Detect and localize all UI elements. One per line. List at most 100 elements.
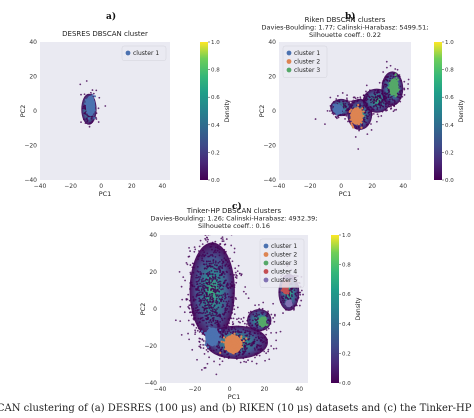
density-point bbox=[391, 98, 393, 100]
density-point bbox=[230, 244, 233, 247]
density-point bbox=[228, 355, 230, 358]
density-point bbox=[247, 359, 249, 362]
density-point bbox=[275, 347, 278, 350]
density-point bbox=[223, 252, 226, 255]
density-point bbox=[256, 314, 259, 317]
cluster-point bbox=[395, 93, 398, 97]
density-point bbox=[224, 332, 227, 335]
density-point bbox=[261, 348, 264, 351]
density-point bbox=[232, 301, 234, 304]
density-point bbox=[204, 312, 207, 314]
density-point bbox=[245, 347, 248, 350]
density-point bbox=[205, 349, 208, 351]
density-point bbox=[226, 332, 229, 335]
density-point bbox=[365, 109, 368, 111]
density-point bbox=[198, 340, 201, 343]
density-point bbox=[258, 313, 260, 316]
density-point bbox=[393, 104, 395, 107]
density-point bbox=[275, 339, 278, 342]
density-point bbox=[200, 272, 203, 275]
cluster-point bbox=[235, 338, 238, 341]
density-point bbox=[298, 304, 301, 307]
y-axis-label: PC2 bbox=[19, 105, 27, 118]
density-point bbox=[227, 328, 230, 331]
colorbar-tick-label: 0.2 bbox=[342, 351, 351, 357]
cluster-point bbox=[217, 334, 220, 337]
colorbar-tick-label: 0.6 bbox=[342, 292, 351, 298]
cluster-point bbox=[283, 289, 287, 292]
density-point bbox=[368, 96, 371, 99]
cluster-point bbox=[349, 118, 352, 121]
density-point bbox=[216, 232, 218, 234]
density-point bbox=[373, 99, 375, 102]
density-point bbox=[250, 327, 253, 330]
density-point bbox=[244, 286, 247, 288]
density-point bbox=[205, 278, 207, 281]
density-point bbox=[211, 301, 214, 304]
cluster-point bbox=[227, 345, 231, 349]
density-point bbox=[348, 120, 351, 123]
density-point bbox=[207, 302, 210, 304]
density-point bbox=[377, 89, 380, 91]
density-point bbox=[215, 299, 218, 302]
density-point bbox=[376, 113, 379, 116]
density-point bbox=[366, 104, 369, 106]
density-point bbox=[294, 292, 297, 295]
density-point bbox=[266, 313, 268, 316]
density-point bbox=[221, 303, 224, 306]
density-point bbox=[227, 318, 230, 320]
density-point bbox=[192, 323, 195, 326]
density-point bbox=[358, 129, 360, 132]
cluster-point bbox=[227, 341, 230, 345]
density-point bbox=[236, 318, 238, 321]
density-point bbox=[223, 276, 225, 278]
density-point bbox=[255, 346, 258, 348]
density-point bbox=[371, 113, 373, 116]
density-point bbox=[204, 366, 207, 369]
density-point bbox=[357, 148, 360, 150]
legend-marker bbox=[263, 260, 269, 266]
colorbar-tick-label: 0.2 bbox=[445, 150, 454, 156]
density-point bbox=[299, 291, 302, 294]
panel-label-a: a) bbox=[106, 12, 117, 22]
panel-label-c: c) bbox=[232, 202, 242, 212]
x-axis-label: PC1 bbox=[339, 190, 352, 198]
density-point bbox=[225, 305, 228, 308]
cluster-point bbox=[336, 111, 339, 114]
cluster-point bbox=[92, 110, 95, 114]
density-point bbox=[251, 324, 254, 327]
density-point bbox=[226, 330, 229, 333]
density-point bbox=[206, 325, 208, 328]
cluster-point bbox=[281, 289, 285, 293]
density-point bbox=[196, 283, 198, 286]
density-point bbox=[97, 121, 100, 123]
density-point bbox=[236, 270, 239, 273]
density-point bbox=[180, 285, 183, 288]
density-point bbox=[204, 235, 207, 236]
density-point bbox=[255, 310, 258, 313]
density-point bbox=[228, 267, 231, 270]
density-point bbox=[210, 349, 213, 352]
density-point bbox=[359, 103, 362, 106]
density-point bbox=[216, 308, 218, 310]
cluster-point bbox=[287, 290, 290, 293]
density-point bbox=[214, 277, 217, 280]
density-point bbox=[252, 313, 255, 316]
density-point bbox=[189, 271, 192, 274]
density-point bbox=[236, 330, 239, 333]
density-point bbox=[212, 290, 215, 293]
density-point bbox=[217, 281, 219, 284]
cluster-point bbox=[93, 105, 96, 108]
density-point bbox=[235, 281, 238, 284]
density-point bbox=[382, 86, 385, 89]
density-point bbox=[216, 270, 219, 273]
density-point bbox=[295, 304, 298, 307]
density-point bbox=[84, 122, 87, 124]
cluster-point bbox=[348, 110, 351, 113]
density-point bbox=[231, 312, 234, 314]
density-point bbox=[386, 92, 388, 95]
colorbar-gradient bbox=[200, 42, 208, 180]
density-point bbox=[365, 114, 368, 117]
colorbar-tick-label: 1.0 bbox=[211, 40, 220, 46]
chart-panel-0: −40 −20 0 20 40 −40 −20 0 20 40 PC1 PC2 DESRES DBSCA… bbox=[19, 30, 231, 198]
